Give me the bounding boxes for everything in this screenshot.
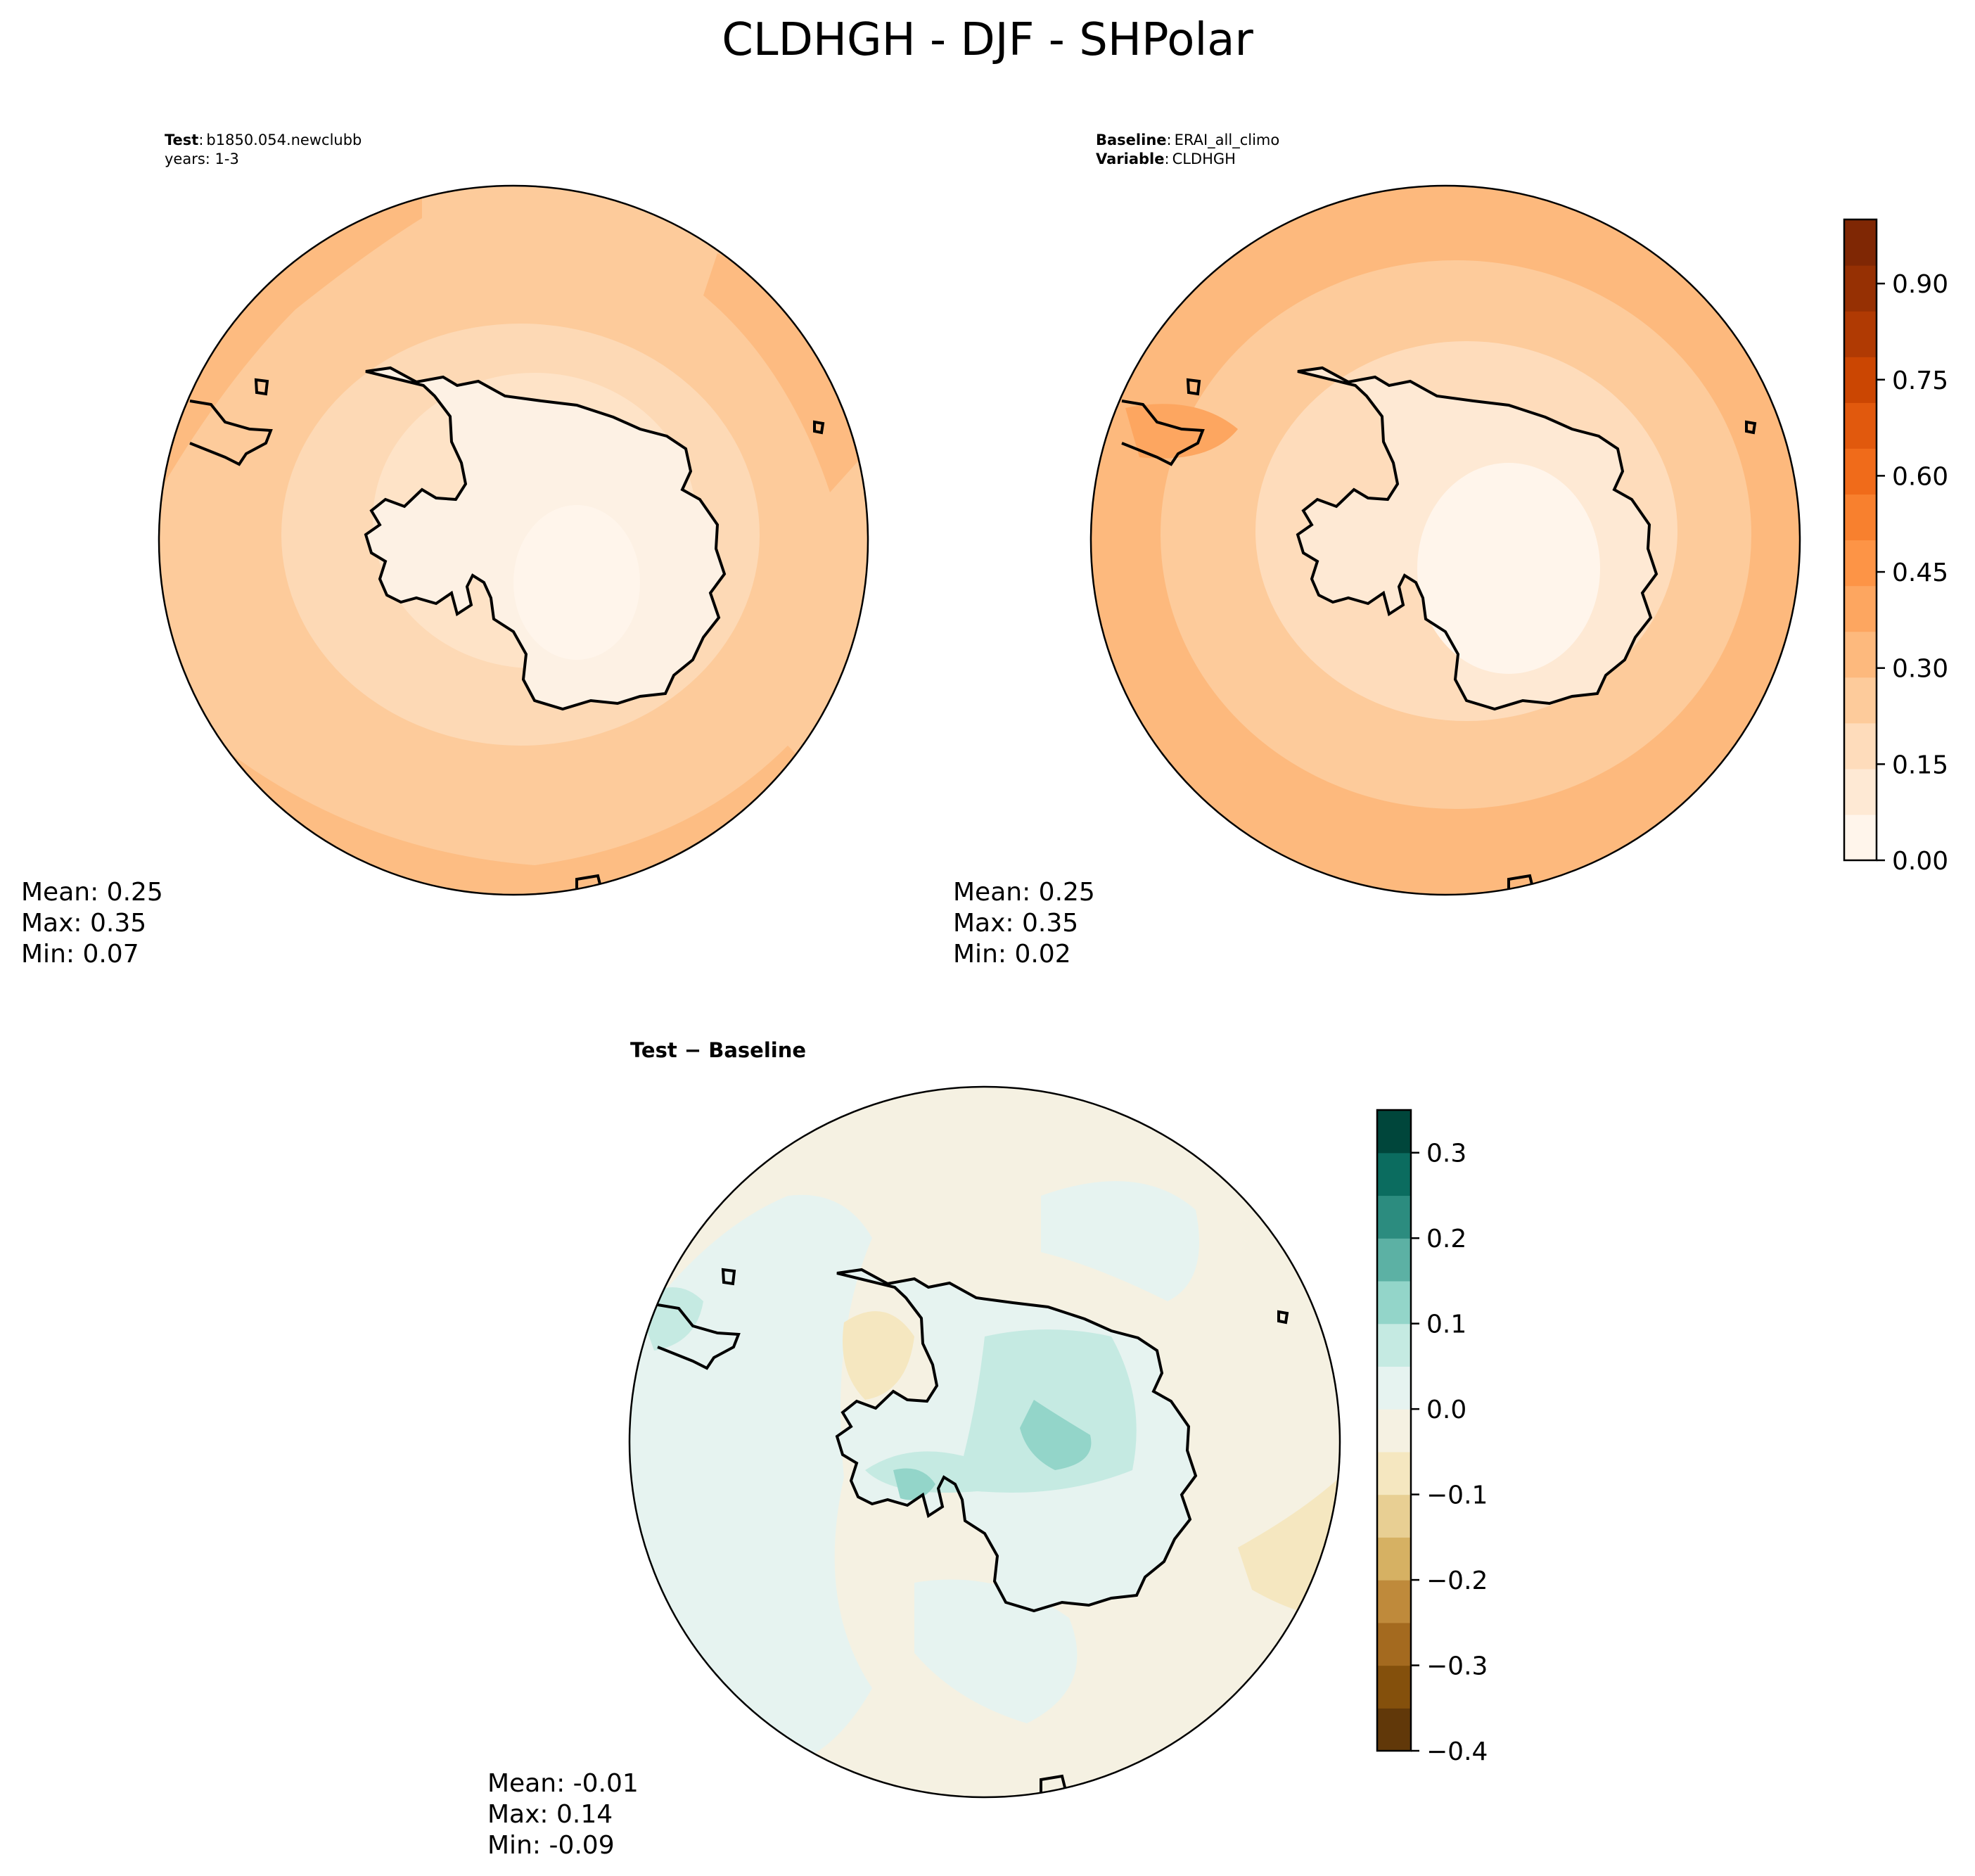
diff-colorbar-segment <box>1377 1580 1411 1623</box>
diff-colorbar-segment <box>1377 1708 1411 1751</box>
test-map-warm-band-east <box>703 253 868 492</box>
difference-map-cool-band-west <box>629 1194 872 1770</box>
test-stat-min: Min: 0.07 <box>21 940 139 969</box>
diff-colorbar-tick-label: 0.2 <box>1426 1225 1466 1253</box>
main-colorbar-segment <box>1844 814 1877 861</box>
panel-difference: Test − Baseline Mean: -0.01 Max: <box>487 1038 1341 1860</box>
diff-colorbar-tick-label: −0.2 <box>1426 1566 1488 1595</box>
difference-map-frame <box>628 1085 1341 1799</box>
baseline-map-island-2 <box>1745 420 1757 435</box>
main-colorbar-tick-label: 0.30 <box>1892 655 1948 684</box>
difference-map-warm-spot <box>843 1311 914 1400</box>
difference-stat-mean: Mean: -0.01 <box>487 1769 639 1798</box>
diff-colorbar-tick-label: −0.4 <box>1426 1737 1488 1766</box>
panel-baseline-header-line-2: Variable: CLDHGH <box>1096 151 1236 167</box>
baseline-stat-max: Max: 0.35 <box>953 909 1078 938</box>
main-colorbar-ticks: 0.00 0.15 0.30 0.45 0.60 0.75 0.90 <box>1877 270 1948 876</box>
test-map-island-1 <box>254 378 269 396</box>
panel-baseline-header-line-1: Baseline: ERAI_all_climo <box>1096 132 1279 149</box>
difference-map-cool-band-north <box>1041 1181 1199 1301</box>
test-map-island-2 <box>813 420 825 435</box>
diff-colorbar-tick-label: −0.3 <box>1426 1652 1488 1681</box>
figure-title: CLDHGH - DJF - SHPolar <box>722 14 1253 66</box>
difference-map <box>629 1087 1340 1797</box>
main-colorbar-segment <box>1844 585 1877 632</box>
baseline-stat-min: Min: 0.02 <box>953 940 1071 969</box>
diff-colorbar-segment <box>1377 1622 1411 1666</box>
difference-map-island-2 <box>1277 1310 1289 1325</box>
difference-map-island-1 <box>721 1268 736 1286</box>
difference-stat-max: Max: 0.14 <box>487 1800 613 1829</box>
panel-test: Test: b1850.054.newclubb years: 1-3 Mean:… <box>21 132 869 969</box>
main-colorbar-segment <box>1844 768 1877 815</box>
diff-colorbar-ticks: −0.4 −0.3 −0.2 −0.1 0.0 0.1 0.2 0.3 <box>1411 1140 1488 1766</box>
test-map <box>159 186 868 895</box>
difference-map-cool-band-south <box>914 1579 1078 1723</box>
test-map-frame <box>158 184 869 896</box>
diff-colorbar-segment <box>1377 1451 1411 1495</box>
diff-colorbar-segment <box>1377 1280 1411 1325</box>
diff-colorbar-segment <box>1377 1323 1411 1367</box>
baseline-map-frame <box>1089 184 1801 896</box>
main-colorbar-tick-label: 0.90 <box>1892 270 1948 299</box>
main-colorbar-segment <box>1844 631 1877 678</box>
diff-colorbar-segment <box>1377 1238 1411 1282</box>
main-colorbar-segment <box>1844 494 1877 541</box>
main-colorbar: 0.00 0.15 0.30 0.45 0.60 0.75 0.90 <box>1843 218 1948 876</box>
main-colorbar-segment <box>1844 677 1877 724</box>
diff-colorbar-segment <box>1377 1537 1411 1581</box>
diff-colorbar-tick-label: 0.0 <box>1426 1396 1466 1424</box>
baseline-map-south-america <box>1121 400 1205 466</box>
baseline-stat-mean: Mean: 0.25 <box>953 878 1095 907</box>
diff-colorbar-segment <box>1377 1494 1411 1538</box>
panel-test-header-line-2: years: 1-3 <box>165 151 239 167</box>
diff-colorbar-tick-label: 0.3 <box>1426 1140 1466 1168</box>
diff-colorbar-segment <box>1377 1152 1411 1197</box>
main-colorbar-segment <box>1844 311 1877 357</box>
test-stat-mean: Mean: 0.25 <box>21 878 163 907</box>
diff-colorbar-segment <box>1377 1409 1411 1453</box>
diff-colorbar: −0.4 −0.3 −0.2 −0.1 0.0 0.1 0.2 0.3 <box>1376 1109 1488 1766</box>
diff-colorbar-tick-label: −0.1 <box>1426 1481 1488 1510</box>
difference-stat-min: Min: -0.09 <box>487 1831 615 1860</box>
panel-difference-header: Test − Baseline <box>630 1038 806 1062</box>
main-colorbar-frame <box>1843 218 1878 862</box>
test-map-warm-band <box>159 186 422 492</box>
main-colorbar-segment <box>1844 448 1877 495</box>
main-colorbar-tick-label: 0.00 <box>1892 847 1948 876</box>
baseline-map-island-1 <box>1186 378 1201 396</box>
difference-map-south-america <box>657 1303 741 1370</box>
main-colorbar-segment <box>1844 357 1877 403</box>
diff-colorbar-frame <box>1376 1109 1412 1752</box>
diff-colorbar-tick-label: 0.1 <box>1426 1310 1466 1339</box>
main-colorbar-tick-label: 0.60 <box>1892 462 1948 491</box>
main-colorbar-segment <box>1844 722 1877 770</box>
test-stat-max: Max: 0.35 <box>21 909 146 938</box>
main-colorbar-segment <box>1844 265 1877 312</box>
main-colorbar-tick-label: 0.45 <box>1892 559 1948 587</box>
panel-test-header-line-1: Test: b1850.054.newclubb <box>165 132 362 148</box>
diff-colorbar-segment <box>1377 1110 1411 1154</box>
main-colorbar-segment <box>1844 540 1877 587</box>
main-colorbar-segment <box>1844 402 1877 449</box>
diff-colorbar-fill <box>1377 1110 1411 1751</box>
main-colorbar-segment <box>1844 219 1877 266</box>
diff-colorbar-segment <box>1377 1195 1411 1239</box>
baseline-map <box>1091 186 1800 895</box>
main-colorbar-tick-label: 0.15 <box>1892 751 1948 779</box>
main-colorbar-tick-label: 0.75 <box>1892 366 1948 395</box>
test-map-south-america <box>189 400 273 466</box>
diff-colorbar-segment <box>1377 1665 1411 1709</box>
panel-baseline: Baseline: ERAI_all_climo Variable: CLDHGH … <box>953 132 1801 969</box>
diff-colorbar-segment <box>1377 1366 1411 1410</box>
main-colorbar-fill <box>1844 219 1877 861</box>
